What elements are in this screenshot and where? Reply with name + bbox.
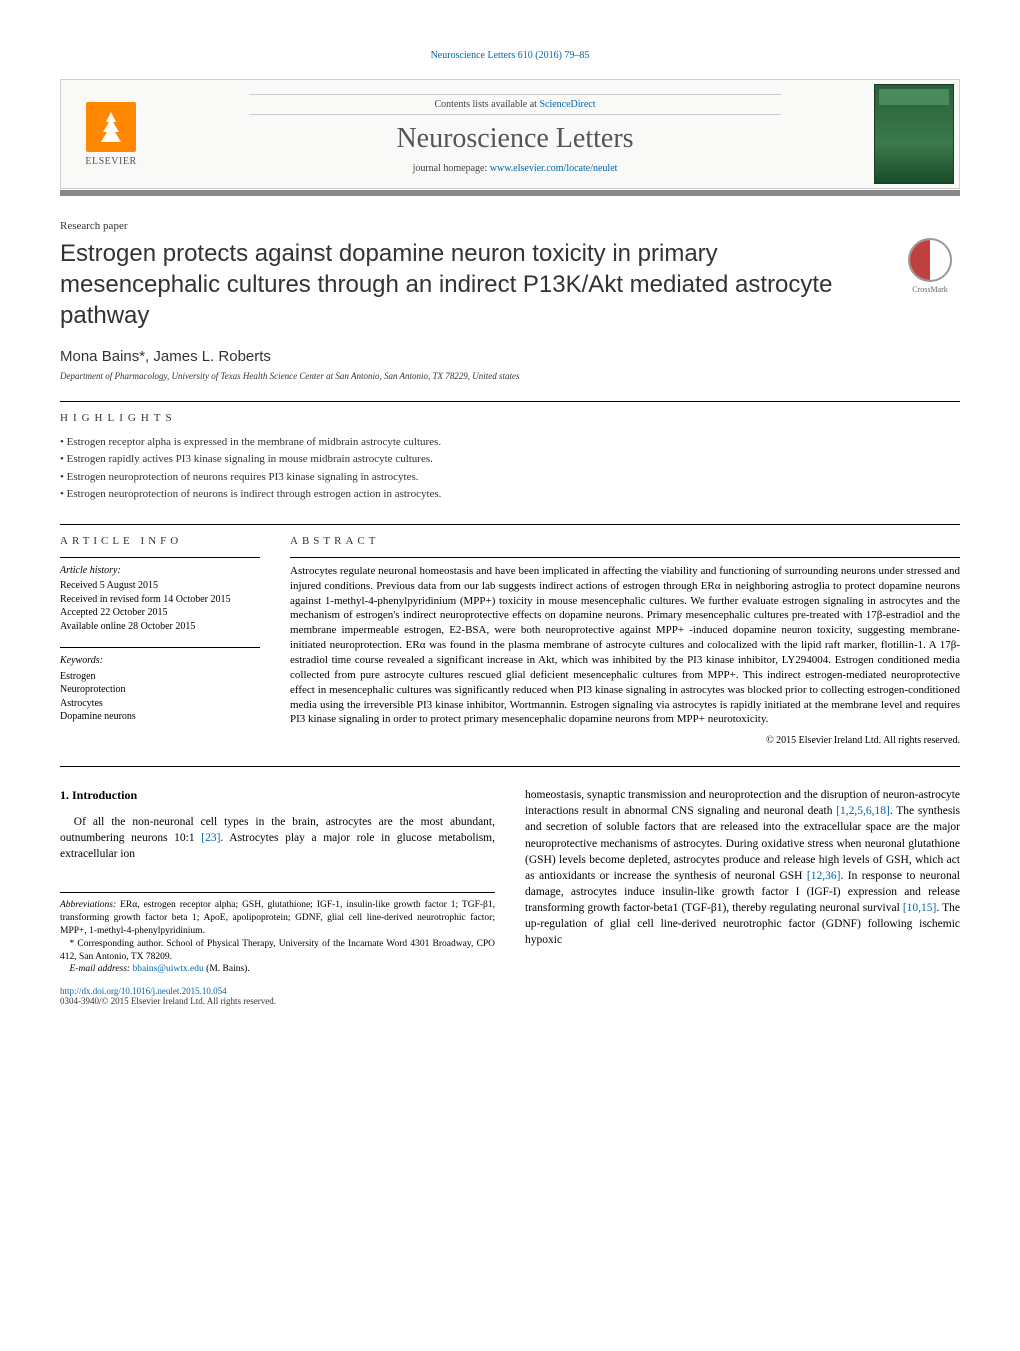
journal-name: Neuroscience Letters (169, 123, 861, 155)
body-paragraph: homeostasis, synaptic transmission and n… (525, 787, 960, 948)
highlight-item: Estrogen neuroprotection of neurons is i… (60, 486, 960, 504)
divider (60, 524, 960, 525)
abstract-heading: ABSTRACT (290, 535, 960, 547)
journal-cover-thumbnail (874, 84, 954, 184)
elsevier-logo: ELSEVIER (61, 94, 161, 175)
abbrev-label: Abbreviations: (60, 900, 116, 910)
keywords-block: Keywords: Estrogen Neuroprotection Astro… (60, 654, 260, 724)
highlight-item: Estrogen neuroprotection of neurons requ… (60, 469, 960, 487)
homepage-line: journal homepage: www.elsevier.com/locat… (169, 163, 861, 174)
sciencedirect-link[interactable]: ScienceDirect (539, 99, 595, 110)
homepage-prefix: journal homepage: (413, 163, 490, 174)
crossmark-icon (908, 238, 952, 282)
keyword: Neuroprotection (60, 683, 260, 697)
abstract-text: Astrocytes regulate neuronal homeostasis… (290, 564, 960, 727)
homepage-link[interactable]: www.elsevier.com/locate/neulet (490, 163, 618, 174)
journal-banner: ELSEVIER Contents lists available at Sci… (60, 79, 960, 189)
citation-link[interactable]: [10,15] (903, 902, 937, 914)
abbrev-text: ERα, estrogen receptor alpha; GSH, gluta… (60, 900, 495, 936)
divider (60, 766, 960, 767)
divider (60, 557, 260, 558)
elsevier-label: ELSEVIER (85, 156, 136, 167)
keyword: Estrogen (60, 670, 260, 684)
keyword: Dopamine neurons (60, 710, 260, 724)
contents-prefix: Contents lists available at (434, 99, 539, 110)
highlight-item: Estrogen receptor alpha is expressed in … (60, 434, 960, 452)
email-line: E-mail address: bbains@uiwtx.edu (M. Bai… (60, 963, 495, 976)
keyword: Astrocytes (60, 697, 260, 711)
abbreviations: Abbreviations: ERα, estrogen receptor al… (60, 899, 495, 937)
highlights-heading: HIGHLIGHTS (60, 412, 960, 424)
history-item: Received 5 August 2015 (60, 579, 260, 593)
affiliation: Department of Pharmacology, University o… (60, 371, 960, 381)
divider (290, 557, 960, 558)
history-item: Received in revised form 14 October 2015 (60, 593, 260, 607)
history-heading: Article history: (60, 564, 260, 578)
keywords-heading: Keywords: (60, 654, 260, 668)
divider (60, 647, 260, 648)
intro-heading: 1. Introduction (60, 787, 495, 804)
authors: Mona Bains*, James L. Roberts (60, 348, 960, 365)
contents-available-line: Contents lists available at ScienceDirec… (249, 94, 781, 115)
crossmark-badge[interactable]: CrossMark (900, 238, 960, 294)
elsevier-tree-icon (86, 102, 136, 152)
email-label: E-mail address: (70, 964, 133, 974)
crossmark-label: CrossMark (900, 285, 960, 294)
article-type: Research paper (60, 220, 960, 232)
divider (60, 401, 960, 402)
body-column-left: 1. Introduction Of all the non-neuronal … (60, 787, 495, 976)
history-item: Available online 28 October 2015 (60, 620, 260, 634)
header-citation: Neuroscience Letters 610 (2016) 79–85 (60, 50, 960, 61)
article-info-heading: ARTICLE INFO (60, 535, 260, 547)
doi-link[interactable]: http://dx.doi.org/10.1016/j.neulet.2015.… (60, 986, 960, 996)
highlight-item: Estrogen rapidly actives PI3 kinase sign… (60, 451, 960, 469)
email-suffix: (M. Bains). (204, 964, 250, 974)
footnotes: Abbreviations: ERα, estrogen receptor al… (60, 892, 495, 976)
citation-link[interactable]: [1,2,5,6,18] (836, 805, 890, 817)
body-paragraph: Of all the non-neuronal cell types in th… (60, 814, 495, 862)
citation-link[interactable]: [23] (201, 832, 220, 844)
body-column-right: homeostasis, synaptic transmission and n… (525, 787, 960, 976)
color-bar (60, 190, 960, 196)
article-title: Estrogen protects against dopamine neuro… (60, 238, 880, 332)
corresponding-author: * Corresponding author. School of Physic… (60, 938, 495, 964)
abstract-copyright: © 2015 Elsevier Ireland Ltd. All rights … (290, 735, 960, 746)
history-item: Accepted 22 October 2015 (60, 606, 260, 620)
article-history: Article history: Received 5 August 2015 … (60, 564, 260, 634)
footer-copyright: 0304-3940/© 2015 Elsevier Ireland Ltd. A… (60, 996, 960, 1006)
citation-link[interactable]: [12,36] (807, 870, 841, 882)
highlights-list: Estrogen receptor alpha is expressed in … (60, 434, 960, 504)
email-link[interactable]: bbains@uiwtx.edu (132, 964, 203, 974)
